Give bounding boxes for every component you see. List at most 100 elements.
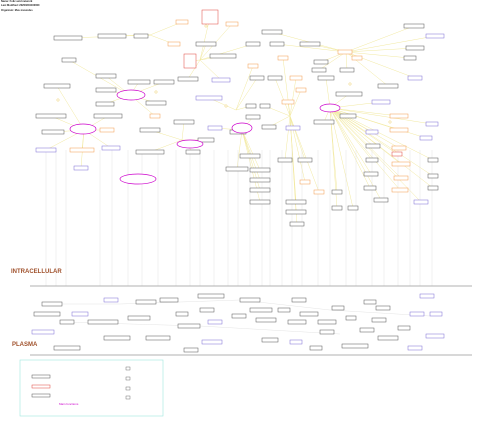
gene-node[interactable] <box>41 129 65 135</box>
gene-node[interactable] <box>249 187 271 193</box>
gene-node[interactable] <box>377 335 399 341</box>
gene-node[interactable] <box>375 305 391 311</box>
gene-node[interactable] <box>391 187 409 193</box>
gene-node[interactable] <box>245 41 261 47</box>
gene-node[interactable] <box>225 21 239 27</box>
gene-node[interactable] <box>289 75 303 81</box>
gene-node[interactable] <box>261 337 279 343</box>
gene-node[interactable] <box>153 79 175 85</box>
gene-node[interactable] <box>249 167 271 173</box>
gene-node[interactable] <box>299 41 321 47</box>
process-ellipse[interactable] <box>69 123 97 135</box>
gene-node[interactable] <box>331 305 345 311</box>
gene-node[interactable] <box>249 307 273 313</box>
gene-node[interactable] <box>289 339 303 345</box>
gene-node[interactable] <box>337 49 353 55</box>
gene-node[interactable] <box>391 145 407 151</box>
gene-node[interactable] <box>35 147 57 153</box>
gene-node[interactable] <box>127 79 151 85</box>
gene-node[interactable] <box>269 41 285 47</box>
gene-node[interactable] <box>365 157 379 163</box>
gene-node[interactable] <box>285 199 307 205</box>
gene-node[interactable] <box>87 319 119 325</box>
gene-node[interactable] <box>231 313 247 319</box>
gene-node[interactable] <box>261 124 277 130</box>
gene-node[interactable] <box>201 339 223 345</box>
gene-node[interactable] <box>311 67 327 73</box>
gene-node[interactable] <box>53 345 81 351</box>
process-ellipse[interactable] <box>176 139 204 149</box>
gene-node[interactable] <box>299 311 319 317</box>
gene-node[interactable] <box>403 23 425 29</box>
gene-node[interactable] <box>61 57 77 63</box>
gene-node[interactable] <box>95 73 117 79</box>
gene-node[interactable] <box>145 335 171 341</box>
gene-node[interactable] <box>101 145 121 151</box>
gene-node[interactable] <box>299 179 311 185</box>
gene-node[interactable] <box>139 127 161 133</box>
gene-node[interactable] <box>277 307 291 313</box>
gene-node[interactable] <box>371 99 391 105</box>
gene-node[interactable] <box>95 87 117 93</box>
gene-node[interactable] <box>175 19 189 25</box>
gene-node[interactable] <box>149 113 161 119</box>
gene-node[interactable] <box>31 329 55 335</box>
gene-node[interactable] <box>195 95 223 101</box>
process-ellipse[interactable] <box>116 89 146 101</box>
gene-node[interactable] <box>393 175 409 181</box>
gene-node[interactable] <box>93 113 123 119</box>
gene-node[interactable] <box>317 319 337 325</box>
gene-node[interactable] <box>175 311 189 317</box>
gene-node[interactable] <box>351 55 363 61</box>
gene-node[interactable] <box>365 129 379 135</box>
gene-node[interactable] <box>73 165 89 171</box>
gene-node[interactable] <box>341 343 369 349</box>
gene-node[interactable] <box>69 147 95 153</box>
gene-node[interactable] <box>427 173 439 179</box>
gene-node[interactable] <box>277 157 293 163</box>
gene-node[interactable] <box>127 315 151 321</box>
gene-node[interactable] <box>99 127 115 133</box>
gene-node[interactable] <box>133 33 149 39</box>
gene-node[interactable] <box>397 325 411 331</box>
gene-node[interactable] <box>405 45 425 51</box>
gene-node[interactable] <box>391 151 403 157</box>
gene-node[interactable] <box>201 9 219 25</box>
gene-node[interactable] <box>419 135 433 141</box>
gene-node[interactable] <box>413 199 429 205</box>
gene-node[interactable] <box>281 99 295 105</box>
gene-node[interactable] <box>427 185 439 191</box>
gene-node[interactable] <box>389 113 409 119</box>
gene-node[interactable] <box>245 114 261 120</box>
gene-node[interactable] <box>239 297 261 303</box>
gene-node[interactable] <box>317 75 335 81</box>
gene-node[interactable] <box>347 205 359 211</box>
gene-node[interactable] <box>53 35 83 41</box>
gene-node[interactable] <box>331 189 343 195</box>
gene-node[interactable] <box>313 119 335 125</box>
process-ellipse[interactable] <box>319 103 341 113</box>
gene-node[interactable] <box>377 83 399 89</box>
gene-node[interactable] <box>173 119 195 125</box>
gene-node[interactable] <box>247 63 259 69</box>
gene-node[interactable] <box>145 100 167 106</box>
gene-node[interactable] <box>297 157 313 163</box>
gene-node[interactable] <box>135 149 165 155</box>
gene-node[interactable] <box>289 221 305 227</box>
gene-node[interactable] <box>429 311 443 317</box>
gene-node[interactable] <box>255 317 277 323</box>
gene-node[interactable] <box>339 67 355 73</box>
gene-node[interactable] <box>425 333 445 339</box>
gene-node[interactable] <box>389 127 409 133</box>
gene-node[interactable] <box>35 113 67 119</box>
gene-node[interactable] <box>295 87 307 93</box>
gene-node[interactable] <box>43 83 71 89</box>
gene-node[interactable] <box>287 319 307 325</box>
gene-node[interactable] <box>103 335 131 341</box>
gene-node[interactable] <box>359 327 375 333</box>
process-ellipse[interactable] <box>119 173 157 185</box>
gene-node[interactable] <box>135 299 157 305</box>
gene-node[interactable] <box>159 297 179 303</box>
gene-node[interactable] <box>41 301 63 307</box>
gene-node[interactable] <box>207 125 223 131</box>
